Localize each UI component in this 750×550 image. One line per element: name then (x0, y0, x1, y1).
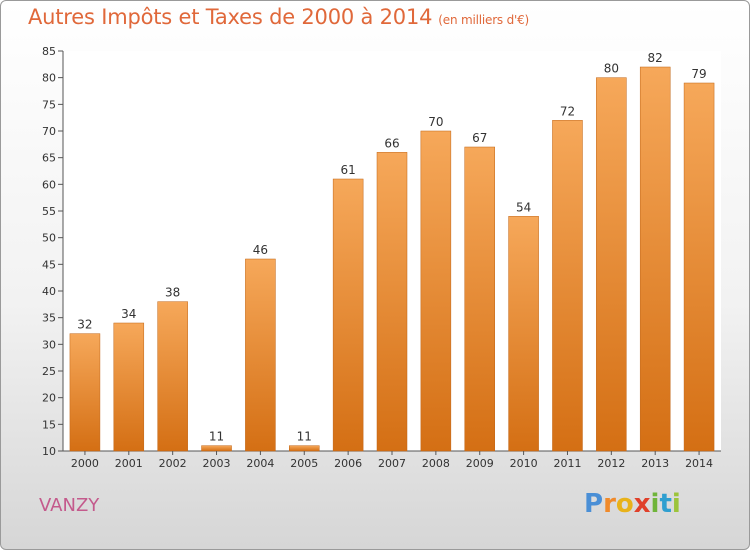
data-label-2002: 38 (165, 286, 180, 300)
y-tick-label: 55 (42, 205, 56, 218)
logo-letter: t (659, 489, 672, 519)
y-tick-label: 50 (42, 232, 56, 245)
y-tick-label: 30 (42, 338, 56, 351)
x-tick-label-2001: 2001 (115, 457, 143, 470)
logo-letter: i (671, 489, 681, 519)
y-tick-label: 85 (42, 45, 56, 58)
x-tick-label-2011: 2011 (553, 457, 581, 470)
bar-2009 (464, 146, 495, 452)
logo-letter: i (650, 489, 660, 519)
x-tick-label-2007: 2007 (378, 457, 406, 470)
data-label-2003: 11 (209, 430, 224, 444)
data-label-2010: 54 (516, 200, 531, 214)
x-tick-label-2003: 2003 (203, 457, 231, 470)
bar-2008 (420, 130, 452, 452)
data-label-2009: 67 (472, 131, 487, 145)
y-tick-label: 35 (42, 312, 56, 325)
bar-2004 (245, 258, 276, 452)
y-tick-label: 60 (42, 178, 56, 191)
y-tick-label: 80 (42, 72, 56, 85)
data-label-2005: 11 (297, 430, 312, 444)
y-tick-label: 70 (42, 125, 56, 138)
data-label-2008: 70 (428, 115, 443, 129)
bar-2010 (508, 216, 539, 452)
bar-2003 (201, 445, 232, 452)
x-tick-label-2006: 2006 (334, 457, 362, 470)
x-tick-label-2012: 2012 (597, 457, 625, 470)
data-label-2001: 34 (121, 307, 136, 321)
y-tick-label: 20 (42, 392, 56, 405)
chart-subtitle: (en milliers d'€) (438, 13, 530, 27)
data-label-2000: 32 (77, 318, 92, 332)
bar-2006 (332, 178, 364, 452)
x-tick-label-2005: 2005 (290, 457, 318, 470)
y-tick-label: 40 (42, 285, 56, 298)
x-tick-label-2008: 2008 (422, 457, 450, 470)
y-tick-label: 25 (42, 365, 56, 378)
data-label-2004: 46 (253, 243, 268, 257)
bar-2013 (639, 66, 671, 452)
bar-2001 (113, 322, 145, 452)
proxiti-logo: Proxiti (584, 489, 681, 519)
logo-letter: P (584, 489, 604, 519)
data-label-2006: 61 (340, 163, 355, 177)
chart-title: Autres Impôts et Taxes de 2000 à 2014 (en… (28, 5, 529, 29)
bar-2011 (552, 120, 583, 452)
x-tick-label-2014: 2014 (685, 457, 713, 470)
y-tick-label: 75 (42, 98, 56, 111)
data-label-2013: 82 (648, 51, 663, 65)
x-tick-label-2000: 2000 (71, 457, 99, 470)
title-text: Autres Impôts et Taxes de 2000 à 2014 (28, 5, 433, 29)
y-tick-label: 10 (42, 445, 56, 458)
x-tick-label-2002: 2002 (159, 457, 187, 470)
y-tick-label: 65 (42, 152, 56, 165)
logo-letter: r (603, 489, 616, 519)
x-tick-label-2010: 2010 (510, 457, 538, 470)
bar-2012 (596, 77, 627, 452)
bar-2005 (289, 445, 320, 452)
bar-2014 (683, 82, 715, 452)
data-label-2011: 72 (560, 104, 575, 118)
logo-letter: x (633, 489, 651, 519)
y-tick-label: 45 (42, 258, 56, 271)
x-tick-label-2009: 2009 (466, 457, 494, 470)
data-label-2014: 79 (691, 67, 706, 81)
x-tick-label-2013: 2013 (641, 457, 669, 470)
bar-2007 (376, 152, 408, 452)
bar-2000 (69, 333, 101, 452)
bar-2002 (157, 301, 188, 452)
city-name: VANZY (39, 495, 100, 516)
data-label-2012: 80 (604, 62, 619, 76)
y-tick-label: 15 (42, 418, 56, 431)
data-label-2007: 66 (384, 136, 399, 150)
logo-letter: o (615, 489, 634, 519)
x-tick-label-2004: 2004 (246, 457, 274, 470)
